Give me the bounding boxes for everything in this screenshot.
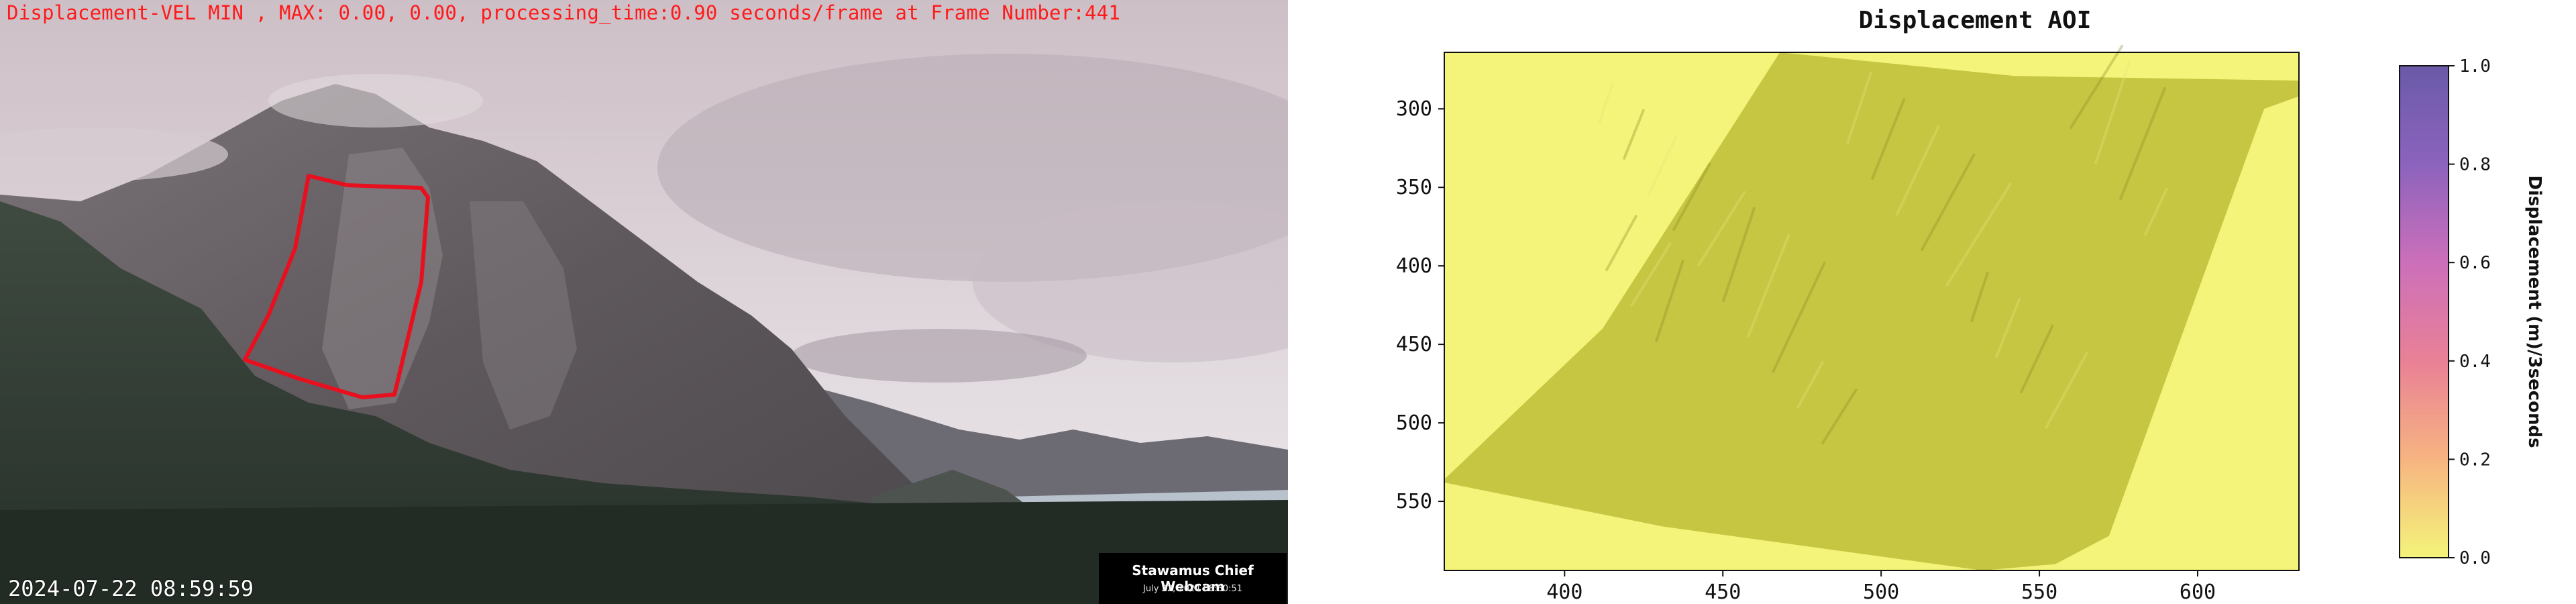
aoi-texture-stroke [1697,191,1746,266]
colorbar-tick-label: 0.6 [2459,253,2491,273]
aoi-texture-stroke [1605,215,1638,271]
aoi-texture-stroke [1722,207,1756,302]
webcam-date: July 22, 2024 08:50:51 [1143,584,1242,594]
aoi-texture-stroke [1945,183,2012,287]
colorbar-tick-label: 0.2 [2459,450,2491,470]
webcam-image [0,0,1288,604]
aoi-texture-stroke [2045,352,2088,429]
colorbar-tick-label: 0.8 [2459,155,2491,175]
x-tick-label: 550 [2021,581,2057,604]
aoi-outline [243,174,430,399]
webcam-label-box: Stawamus Chief Webcam July 22, 2024 08:5… [1099,553,1287,604]
y-axis: 300 350 400 450 500 550 [1396,97,1444,513]
x-tick-label: 500 [1863,581,1899,604]
frame-timestamp: 2024-07-22 08:59:59 [8,576,254,601]
aoi-texture-stroke [1672,162,1711,231]
y-tick-label: 450 [1396,333,1432,356]
aoi-texture-stroke [2119,87,2166,200]
aoi-texture-stroke [1821,389,1858,444]
colorbar: 0.0 0.2 0.4 0.6 0.8 1.0 [2399,56,2491,568]
aoi-texture-stroke [1970,271,1989,322]
x-tick-label: 450 [1705,581,1741,604]
x-tick-label: 600 [2180,581,2216,604]
colorbar-tick-label: 0.0 [2459,548,2491,568]
aoi-texture-stroke [1598,83,1614,124]
colorbar-gradient [2399,65,2449,558]
plot-area [1444,44,2300,571]
aoi-texture-stroke [1747,234,1790,338]
aoi-texture-stroke [1630,242,1672,307]
aoi-texture-stroke [2070,44,2124,129]
aoi-displacement-region [1444,52,2299,570]
displacement-plot-panel: Displacement AOI 400 450 500 550 600 300 350 4… [1288,0,2576,604]
colorbar-tick-label: 0.4 [2459,352,2491,372]
aoi-texture-stroke [2094,60,2131,164]
plot-frame [1444,52,2300,571]
aoi-texture-stroke [1921,153,1976,251]
aoi-texture-stroke [2144,188,2168,236]
colorbar-tick-label: 1.0 [2459,56,2491,77]
chart-title: Displacement AOI [1859,7,2092,34]
colorbar-label: Displacement (m)/3seconds [2524,175,2544,448]
aoi-texture [1598,44,2168,444]
aoi-texture-stroke [1796,361,1824,409]
aoi-texture-stroke [1871,98,1906,180]
webcam-name: Stawamus Chief Webcam [1132,562,1254,595]
y-tick-label: 400 [1396,254,1432,278]
aoi-texture-stroke [1772,262,1826,373]
aoi-texture-stroke [1995,297,2021,358]
y-tick-label: 500 [1396,411,1432,435]
y-tick-label: 300 [1396,97,1432,121]
displacement-heatmap: Displacement AOI 400 450 500 550 600 300 350 4… [1396,7,2544,604]
x-axis: 400 450 500 550 600 [1546,570,2216,604]
aoi-texture-stroke [1655,260,1684,342]
aoi-texture-stroke [1648,135,1678,195]
aoi-texture-stroke [1896,125,1940,215]
x-tick-label: 400 [1546,581,1582,604]
y-tick-label: 550 [1396,490,1432,513]
aoi-texture-stroke [1623,109,1645,160]
aoi-texture-stroke [1846,71,1872,144]
aoi-texture-stroke [2020,324,2054,393]
processing-overlay-text: Displacement-VEL MIN , MAX: 0.00, 0.00, … [7,1,1120,24]
webcam-panel: Displacement-VEL MIN , MAX: 0.00, 0.00, … [0,0,1288,604]
y-tick-label: 350 [1396,176,1432,199]
